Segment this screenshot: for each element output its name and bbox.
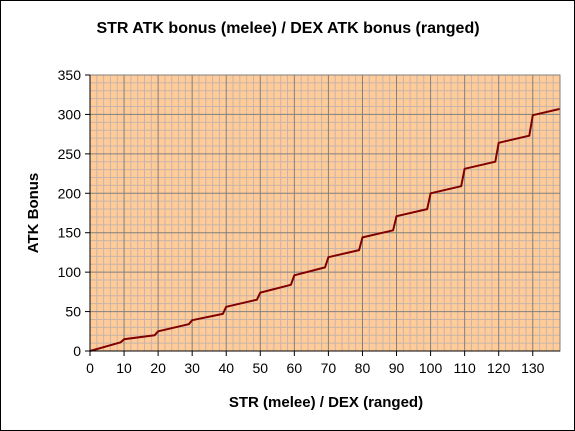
- plot-area: [90, 75, 560, 351]
- x-tick-label: 30: [184, 360, 200, 376]
- chart-title: STR ATK bonus (melee) / DEX ATK bonus (r…: [96, 20, 479, 37]
- y-tick-label: 150: [58, 225, 82, 241]
- x-axis-label: STR (melee) / DEX (ranged): [229, 394, 423, 411]
- series-line-0: [89, 107, 561, 352]
- x-tick-label: 10: [116, 360, 132, 376]
- x-tick-label: 90: [389, 360, 405, 376]
- x-tick-label: 20: [150, 360, 166, 376]
- y-tick-label: 250: [58, 146, 82, 162]
- x-tick-label: 40: [218, 360, 234, 376]
- x-tick-labels: 0 10 20 30 40 50 60 70 80 90 100 110 120 130: [86, 360, 545, 376]
- series-group: [89, 107, 561, 352]
- x-tick-label: 70: [321, 360, 337, 376]
- x-tick-label: 60: [287, 360, 303, 376]
- x-tick-label: 130: [521, 360, 545, 376]
- y-tick-label: 350: [58, 67, 82, 83]
- y-tick-label: 100: [58, 264, 82, 280]
- x-tick-label: 100: [419, 360, 443, 376]
- y-tick-label: 300: [58, 106, 82, 122]
- y-tick-labels: 0 50 100 150 200 250 300 350: [58, 67, 82, 359]
- x-tick-label: 50: [253, 360, 269, 376]
- x-tick-label: 0: [86, 360, 94, 376]
- x-tick-label: 120: [487, 360, 511, 376]
- minor-grid: [90, 75, 560, 351]
- y-tick-label: 200: [58, 185, 82, 201]
- x-tick-label: 80: [355, 360, 371, 376]
- y-axis-label: ATK Bonus: [25, 173, 42, 254]
- x-tick-label: 110: [453, 360, 476, 376]
- y-tick-label: 0: [73, 343, 81, 359]
- y-tick-label: 50: [65, 304, 81, 320]
- axes: [85, 74, 560, 356]
